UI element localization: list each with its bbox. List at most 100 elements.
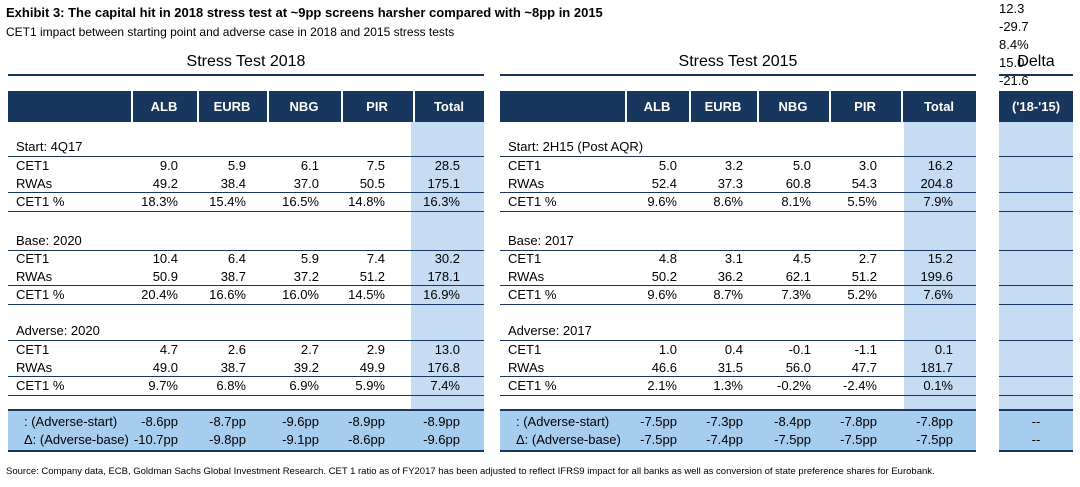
value-cell: -7.4pp [706, 432, 743, 447]
delta-column-shade [999, 122, 1073, 410]
delta-adverse-end-rule [999, 395, 1073, 396]
delta-base-bottom-rule [999, 285, 1073, 286]
st2015-delta-row: : (Adverse-start) -7.5pp -7.3pp -8.4pp -7.8p… [500, 413, 976, 431]
st2015-col-pir: PIR [854, 99, 876, 114]
value-cell: 31.5 [717, 360, 743, 375]
value-cell: 9.0 [159, 158, 178, 173]
row-label: CET1 [508, 342, 542, 357]
row-label: : (Adverse-start) [516, 414, 610, 429]
value-cell: 178.1 [427, 269, 460, 284]
value-cell: 7.5 [366, 158, 385, 173]
st2015-adverse-row: CET1 % 2.1% 1.3% -0.2% -2.4% 0.1% [500, 377, 976, 395]
value-cell: -8.9pp [348, 414, 385, 429]
st2015-col-separator [829, 91, 831, 122]
value-cell: 47.7 [851, 360, 877, 375]
st2015-delta-top-rule [500, 409, 976, 411]
st2018-col-separator [413, 91, 415, 122]
row-label: RWAs [508, 176, 545, 191]
st2018-column-header: ALB EURB NBG PIR Total [8, 91, 484, 122]
value-cell: -9.6pp [282, 414, 319, 429]
value-cell: 1.3% [713, 378, 743, 393]
st2015-adverse-rule [500, 340, 976, 341]
value-cell: 13.0 [434, 342, 460, 357]
value-cell: -7.5pp [916, 432, 953, 447]
value-cell: 30.2 [434, 251, 460, 266]
value-cell: -- [1031, 414, 1041, 429]
row-label: RWAs [508, 269, 545, 284]
value-cell: 37.0 [293, 176, 319, 191]
value-cell: 204.8 [920, 176, 953, 191]
st2018-start-row: CET1 9.0 5.9 6.1 7.5 28.5 [8, 157, 484, 175]
st2015-delta-row: Δ: (Adverse-base) -7.5pp -7.4pp -7.5pp -7.5p… [500, 431, 976, 449]
st2015-base-end-rule [500, 304, 976, 305]
value-cell: 0.4 [724, 342, 743, 357]
value-cell: 7.9% [923, 194, 953, 209]
st2018-adverse-label: Adverse: 2020 [16, 323, 100, 338]
st2018-start-end-rule [8, 211, 484, 212]
st2015-start-end-rule [500, 211, 976, 212]
row-label: Δ: (Adverse-base) [24, 432, 129, 447]
value-cell: 2.7 [300, 342, 319, 357]
value-cell: 37.2 [293, 269, 319, 284]
st2018-adverse-bottom-rule [8, 376, 484, 377]
row-label: CET1 % [508, 378, 557, 393]
value-cell: 199.6 [920, 269, 953, 284]
st2015-start-label: Start: 2H15 (Post AQR) [508, 139, 644, 154]
st2015-total-shade [904, 122, 976, 410]
st2018-delta-top-rule [8, 409, 484, 411]
st2018-base-end-rule [8, 304, 484, 305]
st2018-heading-rule [8, 74, 484, 76]
value-cell: 10.4 [152, 251, 178, 266]
st2018-start-row: CET1 % 18.3% 15.4% 16.5% 14.8% 16.3% [8, 193, 484, 211]
value-cell: 6.4 [227, 251, 246, 266]
row-label: CET1 [16, 251, 50, 266]
st2018-base-row: CET1 10.4 6.4 5.9 7.4 30.2 [8, 250, 484, 268]
value-cell: -0.2% [777, 378, 811, 393]
value-cell: 3.2 [724, 158, 743, 173]
value-cell: 2.7 [858, 251, 877, 266]
exhibit-subtitle: CET1 impact between starting point and a… [6, 25, 455, 39]
row-label: Δ: (Adverse-base) [516, 432, 621, 447]
delta-delta-shade [999, 410, 1073, 450]
delta-heading-rule [999, 74, 1073, 76]
value-cell: -7.8pp [840, 414, 877, 429]
value-cell: 50.2 [651, 269, 677, 284]
delta-column-header: ('18-'15) [999, 91, 1073, 122]
value-cell: 5.9 [300, 251, 319, 266]
st2018-start-bottom-rule [8, 192, 484, 193]
value-cell: 176.8 [427, 360, 460, 375]
value-cell: 14.8% [348, 194, 385, 209]
value-cell: -7.3pp [706, 414, 743, 429]
st2015-col-separator [625, 91, 627, 122]
value-cell: 49.9 [359, 360, 385, 375]
st2018-delta-bottom-rule [8, 450, 484, 452]
value-cell: 51.2 [851, 269, 877, 284]
value-cell: -7.5pp [840, 432, 877, 447]
value-cell: 6.1 [300, 158, 319, 173]
value-cell: -9.8pp [209, 432, 246, 447]
value-cell: 49.2 [152, 176, 178, 191]
row-label: : (Adverse-start) [24, 414, 118, 429]
delta-adverse-bottom-rule [999, 376, 1073, 377]
st2018-base-rule [8, 250, 484, 251]
value-cell: -7.5pp [640, 414, 677, 429]
value-cell: 12.3 [999, 1, 1025, 16]
value-cell: 15.4% [209, 194, 246, 209]
delta-base-rule [999, 250, 1073, 251]
value-cell: 4.5 [792, 251, 811, 266]
st2015-start-row: CET1 % 9.6% 8.6% 8.1% 5.5% 7.9% [500, 193, 976, 211]
value-cell: 2.1% [647, 378, 677, 393]
delta-panel: Delta('18-'15)12.3-29.78.4%15.0-21.69.4%… [999, 0, 1073, 470]
value-cell: 38.7 [220, 269, 246, 284]
delta-base-end-rule [999, 304, 1073, 305]
st2015-start-rule [500, 156, 976, 157]
st2018-base-label: Base: 2020 [16, 233, 82, 248]
value-cell: 16.3% [423, 194, 460, 209]
st2018-total-shade [411, 122, 484, 410]
value-cell: 62.1 [785, 269, 811, 284]
st2018-panel: Stress Test 2018 ALB EURB NBG PIR Total Start:… [8, 0, 484, 470]
value-cell: 20.4% [141, 287, 178, 302]
row-label: CET1 [508, 251, 542, 266]
row-label: RWAs [16, 360, 53, 375]
value-cell: -7.8pp [916, 414, 953, 429]
